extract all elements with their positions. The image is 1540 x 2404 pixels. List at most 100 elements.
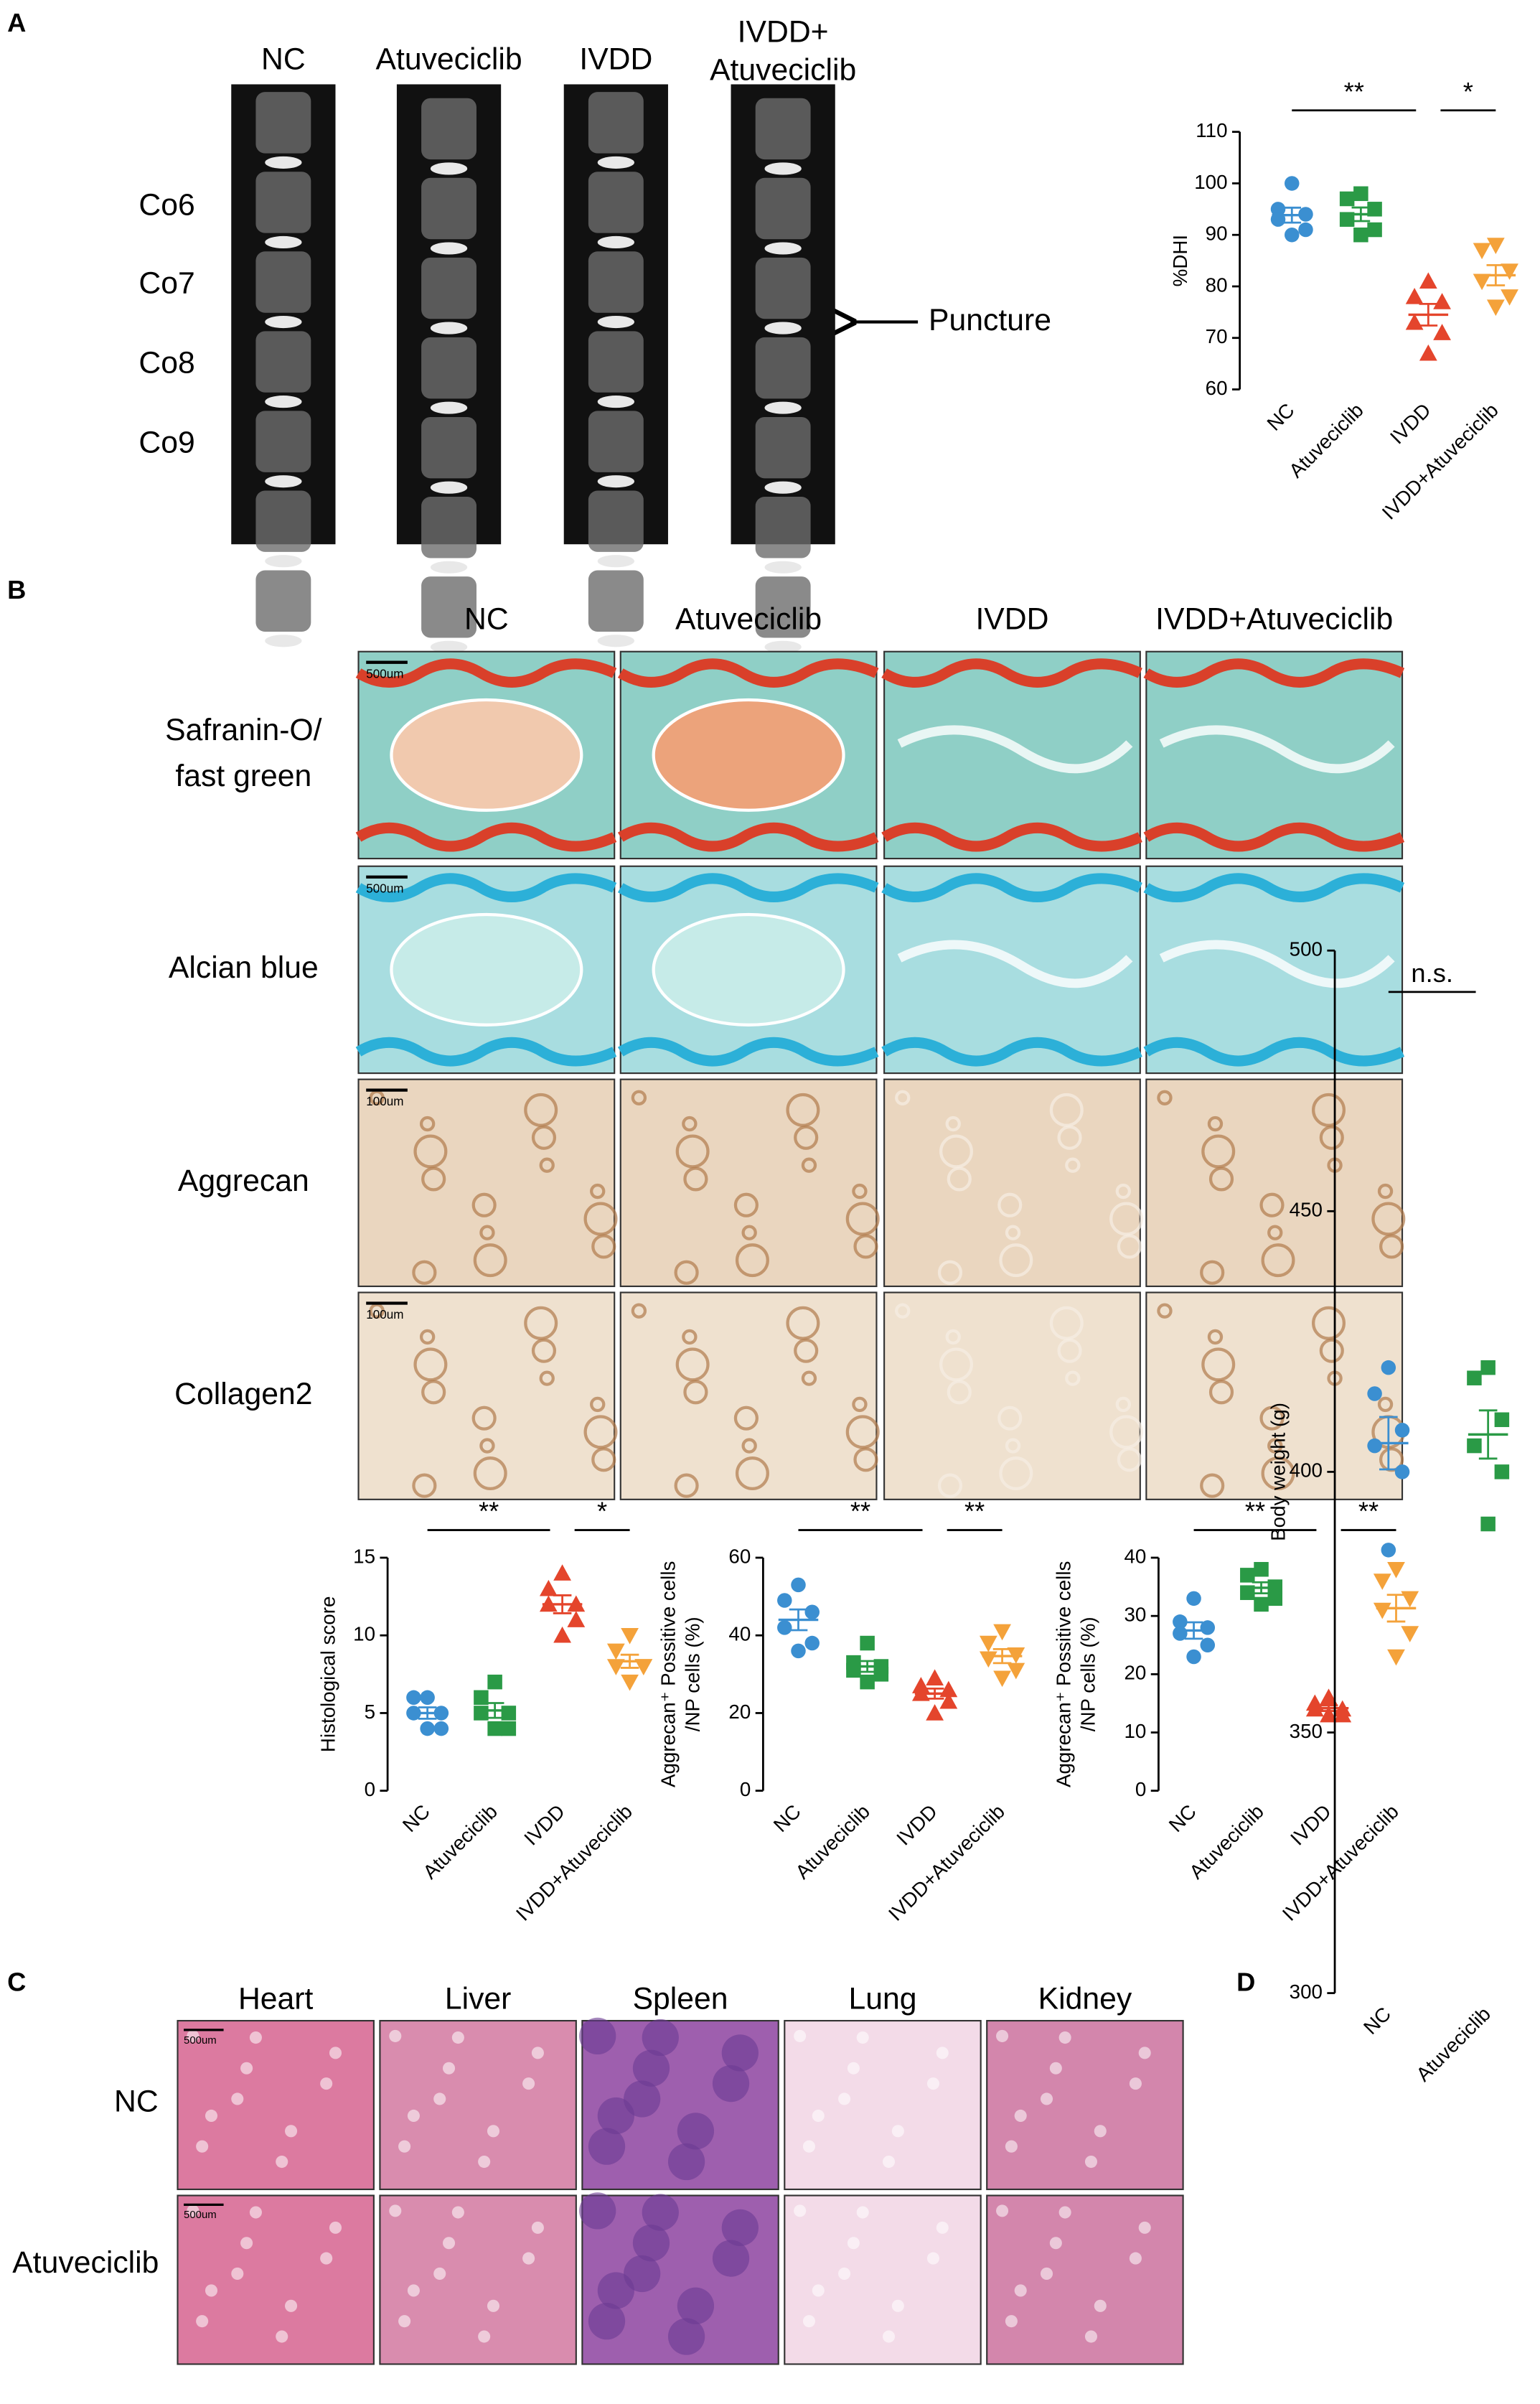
- tissue: [838, 2267, 851, 2280]
- data-point: [860, 1635, 875, 1651]
- y-axis-label: Aggrecan⁺ Possitive cells: [657, 1561, 679, 1787]
- data-point: [1270, 202, 1286, 217]
- data-point: [474, 1690, 489, 1706]
- data-point: [474, 1706, 489, 1721]
- vertebra: [421, 497, 476, 558]
- data-point: [1200, 1637, 1216, 1653]
- endplate: [881, 873, 1142, 902]
- data-point: [1200, 1620, 1216, 1635]
- data-point: [433, 1706, 449, 1721]
- tissue: [231, 2267, 244, 2280]
- disc: [265, 396, 302, 408]
- tissue: [276, 2330, 288, 2343]
- tissue: [721, 2034, 759, 2072]
- stain: [1065, 1370, 1081, 1386]
- stain: [682, 1116, 698, 1132]
- disc: [597, 396, 634, 408]
- tissue: [1094, 2125, 1107, 2138]
- data-point: [539, 1579, 558, 1596]
- tissue: [897, 725, 1133, 774]
- disc: [430, 401, 468, 414]
- tissue: [442, 2062, 456, 2075]
- y-axis-label: Aggrecan⁺ Possitive cells: [1052, 1561, 1074, 1787]
- stain: [473, 1456, 507, 1491]
- stain: [1201, 1347, 1236, 1382]
- data-point: [1007, 1662, 1025, 1680]
- tissue: [579, 2017, 616, 2055]
- tissue: [398, 2315, 411, 2328]
- disc: [764, 481, 802, 494]
- data-point: [1320, 1706, 1338, 1723]
- stain: [675, 1347, 710, 1382]
- row-label: Aggrecan: [178, 1164, 309, 1198]
- y-tick-label: 10: [1124, 1720, 1146, 1742]
- tissue: [794, 2204, 807, 2217]
- stain: [947, 1380, 972, 1405]
- mri-spine: [255, 92, 311, 647]
- stain: [945, 1116, 961, 1132]
- endplate: [881, 822, 1142, 852]
- stain: [479, 1438, 495, 1454]
- data-point: [1186, 1591, 1201, 1606]
- endplate: [617, 1037, 879, 1067]
- stain: [583, 1202, 618, 1236]
- data-point: [420, 1690, 435, 1706]
- disc: [265, 475, 302, 488]
- data-point: [606, 1659, 625, 1675]
- endplate: [355, 873, 617, 902]
- data-point: [1305, 1700, 1324, 1717]
- vertebra: [588, 172, 644, 233]
- significance-label: *: [597, 1497, 607, 1526]
- endplate: [1143, 873, 1405, 902]
- level-label: Co8: [138, 346, 194, 380]
- x-tick-label: IVDD: [520, 1800, 569, 1850]
- tissue: [249, 2031, 262, 2044]
- tissue: [1005, 2315, 1018, 2328]
- stain: [413, 1347, 448, 1382]
- stain: [479, 1225, 495, 1240]
- data-point: [406, 1690, 421, 1706]
- data-point: [1473, 243, 1491, 260]
- vertebra: [588, 490, 644, 552]
- stain: [591, 1234, 616, 1259]
- vertebra: [421, 177, 476, 240]
- stain: [1261, 1243, 1295, 1278]
- tissue: [579, 2192, 616, 2230]
- data-point: [567, 1595, 586, 1612]
- tissue: [187, 2029, 199, 2042]
- tissue: [624, 2255, 661, 2293]
- significance-label: **: [1245, 1497, 1265, 1526]
- vertebra: [255, 570, 311, 632]
- histology-image: [357, 1078, 616, 1288]
- disc: [764, 322, 802, 335]
- vertebra: [588, 411, 644, 472]
- tissue: [597, 2272, 634, 2309]
- stain: [786, 1306, 820, 1340]
- stain: [1201, 1134, 1236, 1169]
- stain: [683, 1380, 708, 1405]
- disc: [597, 235, 634, 249]
- data-point: [420, 1721, 435, 1736]
- column-label: Heart: [238, 1982, 314, 2016]
- tissue: [205, 2284, 218, 2297]
- stain: [945, 1329, 961, 1345]
- vertebra: [255, 172, 311, 233]
- data-point: [1387, 1561, 1405, 1578]
- stain: [675, 1134, 710, 1169]
- y-tick-label: 20: [728, 1701, 751, 1723]
- x-tick-label: Atuveciclib: [791, 1800, 874, 1884]
- x-tick-label: IVDD+Atuveciclib: [884, 1800, 1009, 1925]
- tissue: [632, 2049, 670, 2087]
- organ-image: [177, 2194, 375, 2365]
- vertebra: [588, 92, 644, 154]
- data-point: [1405, 313, 1424, 330]
- stain: [1057, 1125, 1082, 1150]
- stain: [524, 1306, 558, 1340]
- stain: [524, 1093, 558, 1127]
- significance-label: *: [1463, 77, 1473, 106]
- y-tick-label: 40: [728, 1623, 751, 1645]
- data-point: [1254, 1596, 1269, 1612]
- data-point: [1267, 1579, 1283, 1594]
- panel-label: D: [1236, 1967, 1255, 1996]
- tissue: [1005, 2140, 1018, 2153]
